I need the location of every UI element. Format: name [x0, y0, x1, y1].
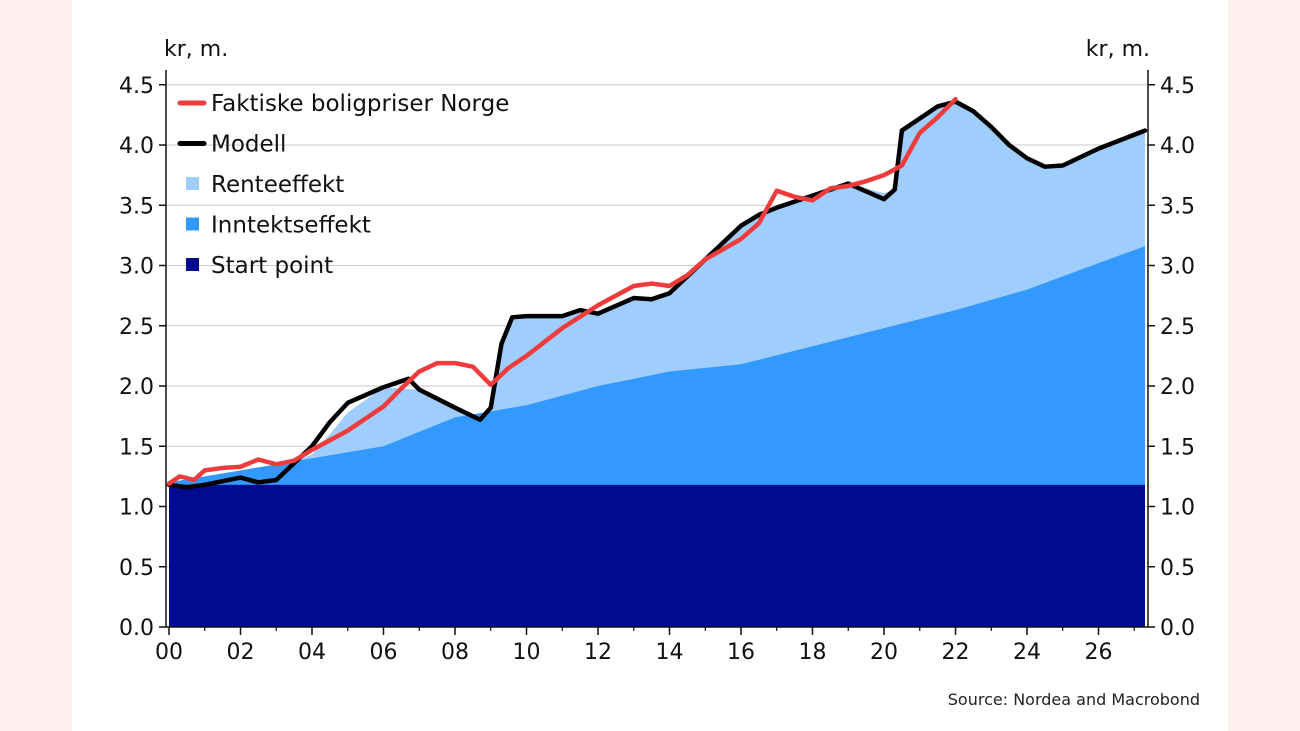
y-tick-label-right: 2.0 — [1160, 375, 1195, 400]
x-tick-label: 08 — [441, 640, 469, 665]
series-lines — [166, 96, 1148, 490]
y-tick-label-left: 0.0 — [119, 616, 154, 641]
y-tick-label-left: 4.5 — [119, 74, 154, 99]
y-tick-label-right: 4.0 — [1160, 134, 1195, 159]
x-tick-label: 00 — [155, 640, 183, 665]
y-tick-label-left: 1.5 — [119, 435, 154, 460]
y-tick-label-left: 2.0 — [119, 375, 154, 400]
y-tick-label-left: 0.5 — [119, 556, 154, 581]
axes: 0.0 0.0 0.5 0.5 1.0 1.0 1.5 1.5 2.0 2.0 2.5 2.5 3.0 3… — [119, 70, 1195, 665]
legend-label: Renteeffekt — [211, 172, 344, 198]
legend-swatch — [186, 258, 199, 271]
right-unit-label: kr, m. — [1086, 37, 1150, 62]
x-tick-label: 14 — [656, 640, 684, 665]
x-tick-label: 12 — [584, 640, 612, 665]
y-tick-label-right: 1.5 — [1160, 435, 1195, 460]
chart-card: 0.0 0.0 0.5 0.5 1.0 1.0 1.5 1.5 2.0 2.0 2.5 2.5 3.0 3… — [72, 0, 1228, 731]
legend: Faktiske boligpriser Norge Modell Renteeff… — [177, 91, 509, 279]
y-tick-label-right: 2.5 — [1160, 315, 1195, 340]
y-tick-label-left: 3.0 — [119, 255, 154, 280]
y-tick-label-right: 0.5 — [1160, 556, 1195, 581]
y-tick-label-right: 3.5 — [1160, 194, 1195, 219]
x-tick-label: 04 — [298, 640, 326, 665]
start-point-area — [169, 484, 1145, 627]
legend-swatch — [186, 177, 199, 190]
source-note: Source: Nordea and Macrobond — [948, 690, 1200, 709]
x-tick-label: 16 — [727, 640, 755, 665]
legend-label: Inntektseffekt — [211, 213, 371, 239]
y-tick-label-right: 0.0 — [1160, 616, 1195, 641]
modell-line — [166, 99, 1148, 490]
x-tick-label: 02 — [227, 640, 255, 665]
x-tick-label: 20 — [870, 640, 898, 665]
y-tick-label-left: 2.5 — [119, 315, 154, 340]
x-tick-label: 18 — [799, 640, 827, 665]
legend-label: Start point — [211, 253, 333, 279]
left-unit-label: kr, m. — [164, 37, 228, 62]
x-tick-label: 06 — [370, 640, 398, 665]
legend-swatch — [186, 217, 199, 231]
y-tick-label-right: 4.5 — [1160, 74, 1195, 99]
legend-label: Modell — [211, 132, 286, 158]
legend-label: Faktiske boligpriser Norge — [211, 91, 509, 117]
y-tick-label-left: 4.0 — [119, 134, 154, 159]
faktiske-boligpriser-line — [166, 96, 958, 486]
house-price-chart: 0.0 0.0 0.5 0.5 1.0 1.0 1.5 1.5 2.0 2.0 2.5 2.5 3.0 3… — [119, 37, 1200, 709]
y-tick-label-right: 3.0 — [1160, 255, 1195, 280]
area-layers — [169, 101, 1145, 628]
y-tick-label-left: 3.5 — [119, 194, 154, 219]
x-tick-label: 10 — [513, 640, 541, 665]
y-tick-label-left: 1.0 — [119, 496, 154, 521]
x-tick-label: 24 — [1013, 640, 1041, 665]
x-tick-label: 26 — [1085, 640, 1113, 665]
x-tick-label: 22 — [942, 640, 970, 665]
y-tick-label-right: 1.0 — [1160, 496, 1195, 521]
